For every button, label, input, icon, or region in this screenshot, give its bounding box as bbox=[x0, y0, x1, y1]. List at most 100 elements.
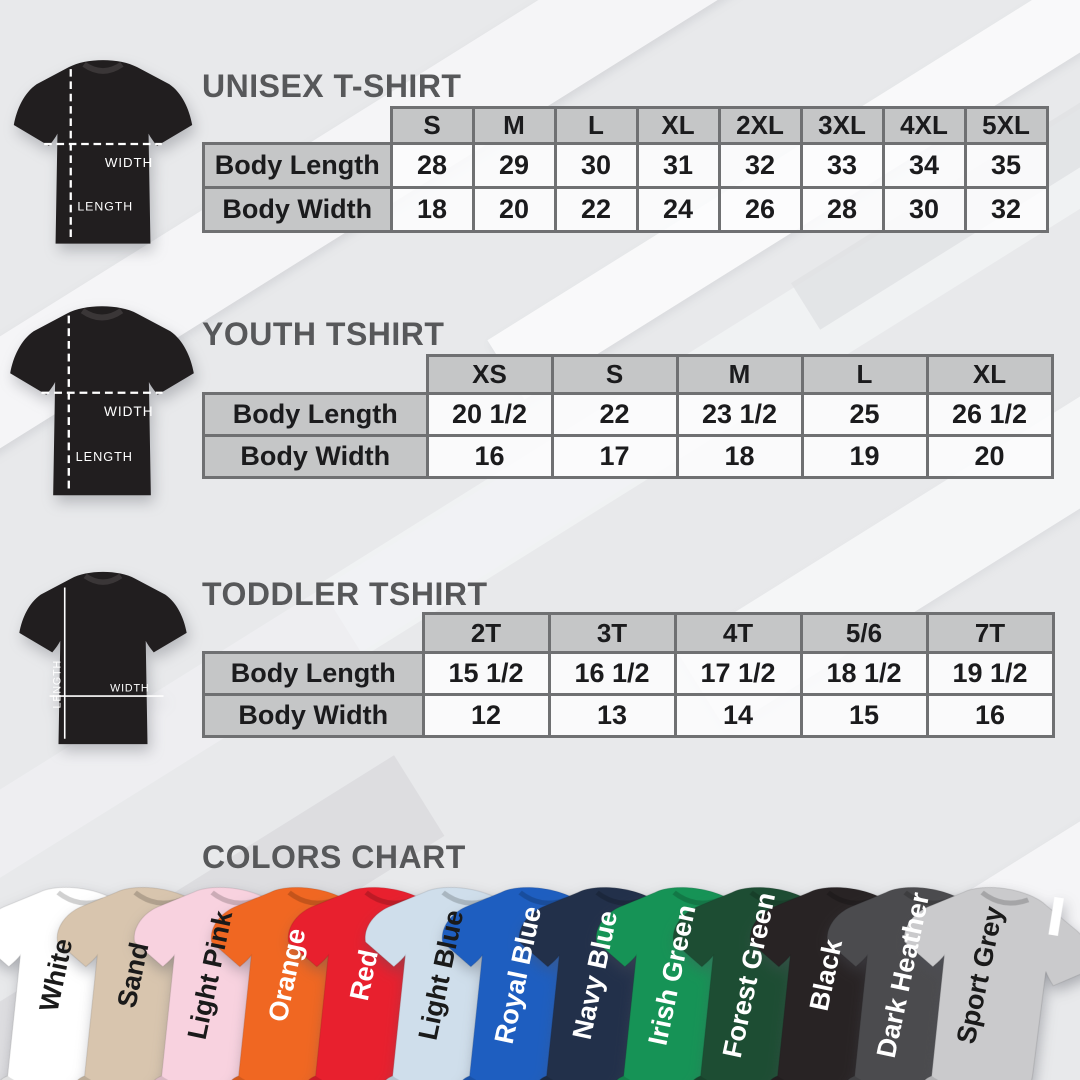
value-cell: 17 bbox=[550, 434, 679, 479]
size-col-header: 3XL bbox=[799, 106, 885, 145]
tshirt-silhouette bbox=[13, 60, 193, 244]
row-label: Body Length bbox=[202, 392, 429, 437]
value-cell: 15 1/2 bbox=[421, 651, 551, 696]
value-cell: 15 bbox=[799, 693, 929, 738]
unisex-section-title: UNISEX T-SHIRT bbox=[202, 68, 462, 104]
table-header-row: XS S M L XL bbox=[204, 354, 1054, 395]
row-label: Body Width bbox=[202, 434, 429, 479]
size-col-header: L bbox=[800, 354, 929, 395]
row-label: Body Length bbox=[202, 142, 393, 189]
colors-shirts: White Sand Light Pink bbox=[0, 862, 1080, 1080]
value-cell: 28 bbox=[389, 142, 475, 189]
value-cell: 23 1/2 bbox=[675, 392, 804, 437]
tshirt-shape bbox=[903, 886, 1080, 1080]
value-cell: 20 1/2 bbox=[425, 392, 554, 437]
value-cell: 18 1/2 bbox=[799, 651, 929, 696]
value-cell: 20 bbox=[471, 186, 557, 233]
body-width-row: Body Width 16 17 18 19 20 bbox=[202, 434, 1054, 479]
tshirt-silhouette bbox=[19, 571, 187, 745]
value-cell: 16 1/2 bbox=[547, 651, 677, 696]
toddler-measurement-diagram: LENGTH WIDTH bbox=[19, 571, 187, 745]
row-label: Body Width bbox=[202, 693, 425, 738]
value-cell: 19 1/2 bbox=[925, 651, 1055, 696]
value-cell: 34 bbox=[881, 142, 967, 189]
size-col-header: S bbox=[550, 354, 679, 395]
value-cell: 14 bbox=[673, 693, 803, 738]
color-shirt-graphic bbox=[903, 886, 1080, 1080]
value-cell: 17 1/2 bbox=[673, 651, 803, 696]
body-width-row: Body Width 12 13 14 15 16 bbox=[202, 693, 1055, 738]
length-label: LENGTH bbox=[77, 199, 133, 213]
value-cell: 30 bbox=[553, 142, 639, 189]
size-col-header: XL bbox=[635, 106, 721, 145]
corner-cell bbox=[204, 614, 424, 653]
value-cell: 28 bbox=[799, 186, 885, 233]
width-label: WIDTH bbox=[105, 155, 153, 170]
table-header-row: 2T 3T 4T 5/6 7T bbox=[204, 612, 1055, 654]
corner-cell bbox=[204, 108, 392, 144]
value-cell: 26 1/2 bbox=[925, 392, 1054, 437]
unisex-size-table: S M L XL 2XL 3XL 4XL 5XL Body Length 28 … bbox=[202, 106, 1049, 233]
size-col-header: XS bbox=[425, 354, 554, 395]
length-label: LENGTH bbox=[51, 660, 63, 709]
unisex-measurement-diagram: WIDTH LENGTH bbox=[13, 60, 193, 244]
value-cell: 32 bbox=[963, 186, 1049, 233]
size-col-header: 2T bbox=[421, 612, 551, 654]
size-col-header: XL bbox=[925, 354, 1054, 395]
toddler-size-table: 2T 3T 4T 5/6 7T Body Length 15 1/2 16 1/… bbox=[202, 612, 1055, 738]
value-cell: 30 bbox=[881, 186, 967, 233]
value-cell: 13 bbox=[547, 693, 677, 738]
value-cell: 16 bbox=[425, 434, 554, 479]
value-cell: 35 bbox=[963, 142, 1049, 189]
size-col-header: 3T bbox=[547, 612, 677, 654]
size-col-header: 2XL bbox=[717, 106, 803, 145]
collar-line bbox=[83, 573, 123, 585]
size-col-header: M bbox=[471, 106, 557, 145]
width-label: WIDTH bbox=[104, 404, 154, 419]
size-col-header: 5/6 bbox=[799, 612, 929, 654]
corner-cell bbox=[204, 356, 428, 394]
body-length-row: Body Length 20 1/2 22 23 1/2 25 26 1/2 bbox=[202, 392, 1054, 437]
row-label: Body Width bbox=[202, 186, 393, 233]
value-cell: 24 bbox=[635, 186, 721, 233]
row-label: Body Length bbox=[202, 651, 425, 696]
value-cell: 31 bbox=[635, 142, 721, 189]
value-cell: 12 bbox=[421, 693, 551, 738]
width-label: WIDTH bbox=[110, 683, 149, 695]
value-cell: 18 bbox=[389, 186, 475, 233]
value-cell: 33 bbox=[799, 142, 885, 189]
size-col-header: S bbox=[389, 106, 475, 145]
youth-size-table: XS S M L XL Body Length 20 1/2 22 23 1/2… bbox=[202, 354, 1054, 479]
value-cell: 22 bbox=[553, 186, 639, 233]
table-header-row: S M L XL 2XL 3XL 4XL 5XL bbox=[204, 106, 1049, 145]
size-col-header: L bbox=[553, 106, 639, 145]
size-col-header: 4T bbox=[673, 612, 803, 654]
toddler-section-title: TODDLER TSHIRT bbox=[202, 576, 488, 612]
value-cell: 25 bbox=[800, 392, 929, 437]
size-col-header: 7T bbox=[925, 612, 1055, 654]
value-cell: 29 bbox=[471, 142, 557, 189]
value-cell: 16 bbox=[925, 693, 1055, 738]
body-length-row: Body Length 15 1/2 16 1/2 17 1/2 18 1/2 … bbox=[202, 651, 1055, 696]
value-cell: 19 bbox=[800, 434, 929, 479]
youth-measurement-diagram: WIDTH LENGTH bbox=[10, 306, 194, 496]
color-shirt bbox=[867, 857, 1080, 1080]
hanger-clip bbox=[1048, 896, 1064, 936]
size-col-header: 5XL bbox=[963, 106, 1049, 145]
value-cell: 20 bbox=[925, 434, 1054, 479]
length-label: LENGTH bbox=[76, 450, 133, 464]
colors-chart-title: COLORS CHART bbox=[202, 839, 466, 875]
body-length-row: Body Length 28 29 30 31 32 33 34 35 bbox=[202, 142, 1049, 189]
tshirt-silhouette bbox=[10, 306, 194, 496]
size-col-header: M bbox=[675, 354, 804, 395]
collar-shading bbox=[980, 890, 1030, 906]
youth-section-title: YOUTH TSHIRT bbox=[202, 316, 445, 352]
body-width-row: Body Width 18 20 22 24 26 28 30 32 bbox=[202, 186, 1049, 233]
size-col-header: 4XL bbox=[881, 106, 967, 145]
value-cell: 26 bbox=[717, 186, 803, 233]
value-cell: 22 bbox=[550, 392, 679, 437]
collar-line bbox=[82, 61, 124, 74]
value-cell: 32 bbox=[717, 142, 803, 189]
collar-line bbox=[80, 308, 124, 321]
